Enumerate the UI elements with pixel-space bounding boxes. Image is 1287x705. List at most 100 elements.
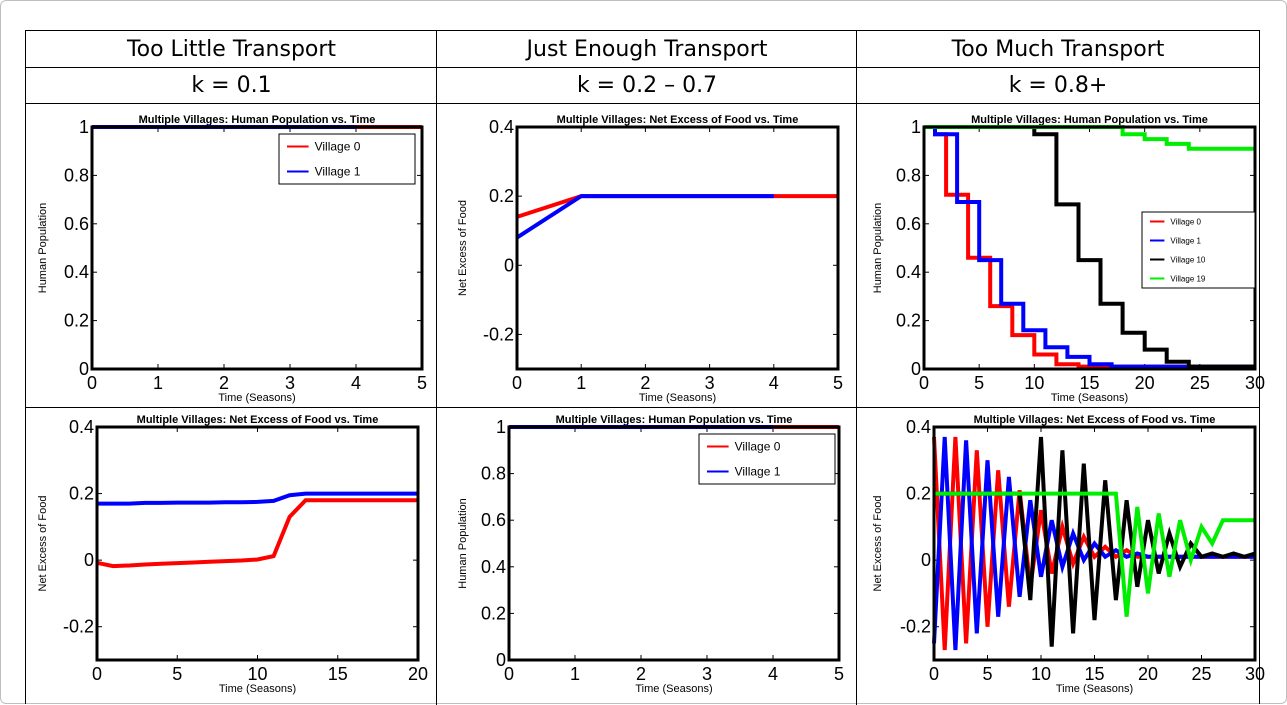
- y-tick-label: 0: [504, 255, 514, 275]
- y-tick-label: 0.4: [64, 262, 89, 282]
- axes-box: [932, 425, 1257, 662]
- axes-box: [90, 125, 424, 371]
- y-tick-label: 0.2: [906, 484, 931, 504]
- y-tick-label: 0: [79, 359, 89, 379]
- x-tick-label: 30: [1245, 664, 1265, 684]
- series-line-1: [515, 194, 774, 240]
- chart-title: Multiple Villages: Human Population vs. …: [971, 114, 1208, 126]
- x-tick-label: 0: [919, 373, 929, 393]
- legend-entry: Village 1: [735, 465, 781, 479]
- axes-box: [515, 125, 840, 371]
- y-tick-label: -0.2: [63, 617, 94, 637]
- y-tick-label: 0.2: [489, 186, 514, 206]
- x-tick-label: 5: [417, 373, 427, 393]
- table-column-divider: [856, 31, 857, 705]
- x-axis-label: Time (Seasons): [639, 392, 716, 404]
- y-tick-label: -0.2: [483, 324, 514, 344]
- y-tick-label: 0.4: [489, 117, 514, 137]
- y-tick-label: 0: [911, 359, 921, 379]
- x-tick-label: 4: [769, 373, 779, 393]
- x-tick-label: 30: [1245, 373, 1265, 393]
- y-tick-label: 0.4: [896, 262, 921, 282]
- x-tick-label: 20: [1135, 373, 1155, 393]
- x-tick-label: 15: [328, 664, 348, 684]
- legend-box: [278, 133, 416, 185]
- chart-population-k-0-2-0-7: Multiple Villages: Human Population vs. …: [457, 414, 844, 695]
- y-tick-label: 0.8: [896, 165, 921, 185]
- x-tick-label: 0: [512, 373, 522, 393]
- plot-area: [517, 127, 838, 369]
- x-tick-label: 3: [285, 373, 295, 393]
- legend-box: [1141, 211, 1256, 289]
- chart-population-k-0-1: Multiple Villages: Human Population vs. …: [37, 114, 427, 404]
- legend-box: [698, 433, 836, 485]
- x-tick-label: 1: [153, 373, 163, 393]
- y-axis-label: Human Population: [37, 203, 49, 294]
- legend-entry: Village 0: [1170, 217, 1201, 226]
- chart-food-k-0-1: Multiple Villages: Net Excess of Food vs…: [37, 414, 428, 695]
- y-axis-label: Human Population: [457, 498, 469, 589]
- column-heading-too-much: Too Much Transport: [951, 36, 1165, 62]
- x-axis-label: Time (Seasons): [1051, 392, 1128, 404]
- chart-title: Multiple Villages: Human Population vs. …: [139, 114, 376, 126]
- y-tick-label: 0: [921, 550, 931, 570]
- x-tick-label: 0: [504, 664, 514, 684]
- legend-entry: Village 1: [1170, 236, 1201, 245]
- y-tick-label: 0: [496, 650, 506, 670]
- x-tick-label: 1: [570, 664, 580, 684]
- x-tick-label: 2: [640, 373, 650, 393]
- y-tick-label: 0.6: [64, 214, 89, 234]
- x-tick-label: 3: [705, 373, 715, 393]
- x-tick-label: 10: [247, 664, 267, 684]
- x-tick-label: 5: [974, 373, 984, 393]
- series-line-village-19: [924, 125, 1255, 151]
- k-label-just-enough: k = 0.2 – 0.7: [576, 73, 718, 98]
- column-heading-too-little: Too Little Transport: [126, 36, 337, 62]
- x-tick-label: 20: [408, 664, 428, 684]
- comparison-table: Too Little Transport Just Enough Transpo…: [25, 30, 1260, 705]
- k-label-too-little: k = 0.1: [191, 73, 272, 98]
- column-heading-just-enough: Just Enough Transport: [526, 36, 768, 62]
- y-axis-label: Net Excess of Food: [37, 496, 49, 592]
- series-line-1: [97, 491, 418, 506]
- x-tick-label: 0: [92, 664, 102, 684]
- x-tick-label: 5: [833, 373, 843, 393]
- table-row-divider: [26, 407, 1259, 408]
- legend-entry: Village 0: [735, 440, 781, 454]
- y-tick-label: 0.8: [64, 165, 89, 185]
- y-tick-label: 0.2: [64, 311, 89, 331]
- y-tick-label: 0.4: [481, 557, 506, 577]
- chart-title: Multiple Villages: Net Excess of Food vs…: [137, 414, 379, 426]
- y-tick-label: 0.2: [481, 603, 506, 623]
- y-tick-label: 0.6: [896, 214, 921, 234]
- x-tick-label: 10: [1031, 664, 1051, 684]
- legend-entry: Village 0: [315, 140, 361, 154]
- y-tick-label: -0.2: [900, 617, 931, 637]
- y-tick-label: 0.6: [481, 510, 506, 530]
- chart-food-k-0-8: Multiple Villages: Net Excess of Food vs…: [872, 414, 1265, 695]
- legend-entry: Village 10: [1170, 255, 1206, 264]
- x-tick-label: 20: [1138, 664, 1158, 684]
- y-tick-label: 0.8: [481, 464, 506, 484]
- y-tick-label: 0.2: [69, 484, 94, 504]
- x-axis-label: Time (Seasons): [218, 392, 295, 404]
- table-row-divider: [26, 103, 1259, 104]
- x-axis-label: Time (Seasons): [219, 683, 296, 695]
- table-column-divider: [436, 31, 437, 705]
- y-tick-label: 1: [79, 117, 89, 137]
- x-tick-label: 0: [929, 664, 939, 684]
- x-tick-label: 1: [576, 373, 586, 393]
- x-axis-label: Time (Seasons): [1056, 683, 1133, 695]
- legend-entry: Village 1: [315, 165, 361, 179]
- x-tick-label: 0: [87, 373, 97, 393]
- x-tick-label: 10: [1024, 373, 1044, 393]
- chart-title: Multiple Villages: Human Population vs. …: [556, 414, 793, 426]
- table-row-divider: [26, 67, 1259, 68]
- x-axis-label: Time (Seasons): [635, 683, 712, 695]
- y-tick-label: 1: [496, 417, 506, 437]
- x-tick-label: 2: [636, 664, 646, 684]
- x-tick-label: 25: [1190, 373, 1210, 393]
- x-tick-label: 15: [1084, 664, 1104, 684]
- axes-box: [507, 425, 841, 662]
- legend-entry: Village 19: [1170, 274, 1206, 283]
